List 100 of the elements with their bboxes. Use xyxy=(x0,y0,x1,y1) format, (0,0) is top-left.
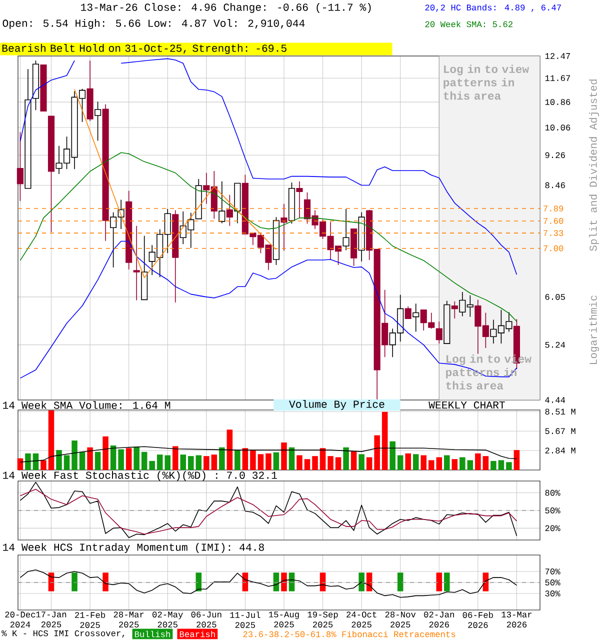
bar xyxy=(366,457,372,470)
y-tick-label: 10.06 xyxy=(545,124,570,130)
chart-subtitle: Open: 5.54 High: 5.66 Low: 4.87 Vol: 2,910,044 xyxy=(2,19,305,29)
bar xyxy=(126,448,132,470)
bar xyxy=(281,442,287,470)
bar xyxy=(156,454,163,470)
x-tick-label: 20-Dec 2024 xyxy=(5,612,36,628)
bar xyxy=(204,456,210,470)
ref-line-label: 7.60 xyxy=(544,218,564,224)
text: Logarithmic xyxy=(589,296,599,364)
text: 20,2 HC Bands: 4.89 , 6.47 xyxy=(425,4,561,12)
bar xyxy=(110,445,116,470)
x-tick-label: 21-Feb 2025 xyxy=(75,612,106,628)
bar xyxy=(188,456,194,470)
ref-line-label: 7.89 xyxy=(544,206,564,212)
bar xyxy=(335,457,342,470)
bar xyxy=(514,450,520,470)
y-tick-label: 11.67 xyxy=(545,75,570,82)
bar xyxy=(25,453,31,470)
bar xyxy=(475,453,481,470)
x-tick-label: 06-Feb 2026 xyxy=(462,612,493,628)
bar xyxy=(32,453,39,470)
bar xyxy=(266,453,272,470)
bar xyxy=(452,459,458,470)
bar xyxy=(320,448,326,470)
y-tick-label: 70% xyxy=(545,568,560,574)
bar xyxy=(390,441,396,470)
bar xyxy=(460,457,466,470)
bar xyxy=(196,455,202,470)
bar xyxy=(420,455,427,470)
y-tick-label: 4.44 xyxy=(545,397,566,403)
y-tick-label: 9.26 xyxy=(545,152,565,158)
bar xyxy=(64,455,70,470)
y-tick-label: 5.67 M xyxy=(545,428,576,434)
ref-line-label: 7.33 xyxy=(544,230,564,236)
chart-title: 14 Week Fast Stochastic (%K)(%D) : 7.0 32.1 xyxy=(3,471,277,481)
legend-title: % K - HCS IMI Crossover, xyxy=(2,630,124,638)
bar xyxy=(350,452,357,470)
y-tick-label: 10.86 xyxy=(545,99,570,105)
y-axis-title: Split and Dividend Adjusted xyxy=(589,80,599,251)
x-tick-label: 02-May 2025 xyxy=(152,612,183,628)
x-tick-label: 17-Jan 2025 xyxy=(36,612,66,628)
bar xyxy=(405,453,411,470)
text: Bearish xyxy=(180,630,215,638)
bar xyxy=(296,455,302,470)
candlestick xyxy=(412,303,420,332)
bar xyxy=(490,460,496,470)
bar xyxy=(180,454,186,470)
bar xyxy=(48,410,54,470)
y-tick-label: 80% xyxy=(545,490,560,496)
candlestick xyxy=(296,180,303,218)
x-tick-label: 28-Mar 2025 xyxy=(114,612,144,628)
candlestick xyxy=(451,300,458,319)
bar xyxy=(242,448,248,470)
bar xyxy=(72,440,78,470)
bar xyxy=(79,452,86,470)
candlestick xyxy=(436,321,442,344)
candlestick xyxy=(404,306,412,319)
chart-title: 14 Week SMA Volume: 1.64 M xyxy=(3,401,170,409)
y-tick-label: 20% xyxy=(545,525,560,532)
bar xyxy=(134,447,140,470)
line-series xyxy=(20,152,518,322)
text: 23.6-38.2-50-61.8% Fibonacci Retracements xyxy=(243,630,456,638)
bar xyxy=(412,454,419,470)
x-tick-label: 15-Aug 2025 xyxy=(269,612,299,628)
bar xyxy=(17,458,24,470)
band-label: Log in to view patterns in this area xyxy=(444,64,529,100)
bar xyxy=(436,457,442,470)
y-tick-label: 5.24 xyxy=(545,342,566,348)
bar xyxy=(226,430,233,470)
bar xyxy=(288,447,295,470)
candlestick xyxy=(342,208,350,251)
candlestick xyxy=(226,194,233,226)
x-tick-label: 19-Sep 2025 xyxy=(308,612,338,628)
bar xyxy=(87,447,93,470)
text: Bullish xyxy=(134,630,170,638)
bar xyxy=(328,456,334,470)
y-tick-label: 12.47 xyxy=(545,53,570,59)
bar xyxy=(250,450,256,470)
x-tick-label: 02-Jan 2026 xyxy=(424,612,454,628)
y-tick-label: 2.84 M xyxy=(545,448,576,454)
bar xyxy=(273,452,280,470)
bar xyxy=(102,436,108,470)
bar xyxy=(118,449,124,470)
y-tick-label: 8.51 M xyxy=(545,408,576,415)
bar xyxy=(444,455,450,470)
text: 20 Week SMA: 5.62 xyxy=(425,20,512,28)
bar xyxy=(258,454,264,470)
line-series xyxy=(20,488,518,534)
bar xyxy=(40,460,46,470)
bar xyxy=(397,455,404,470)
candlestick xyxy=(358,212,365,262)
chart-title: 14 Week HCS Intraday Momentum (IMI): 44.8 xyxy=(3,543,264,553)
bar xyxy=(164,455,170,470)
y-tick-label: 8.46 xyxy=(545,182,565,188)
bar xyxy=(94,452,101,470)
bar xyxy=(382,412,388,470)
bar xyxy=(219,447,225,470)
bar xyxy=(304,459,310,470)
candlestick xyxy=(16,132,24,202)
